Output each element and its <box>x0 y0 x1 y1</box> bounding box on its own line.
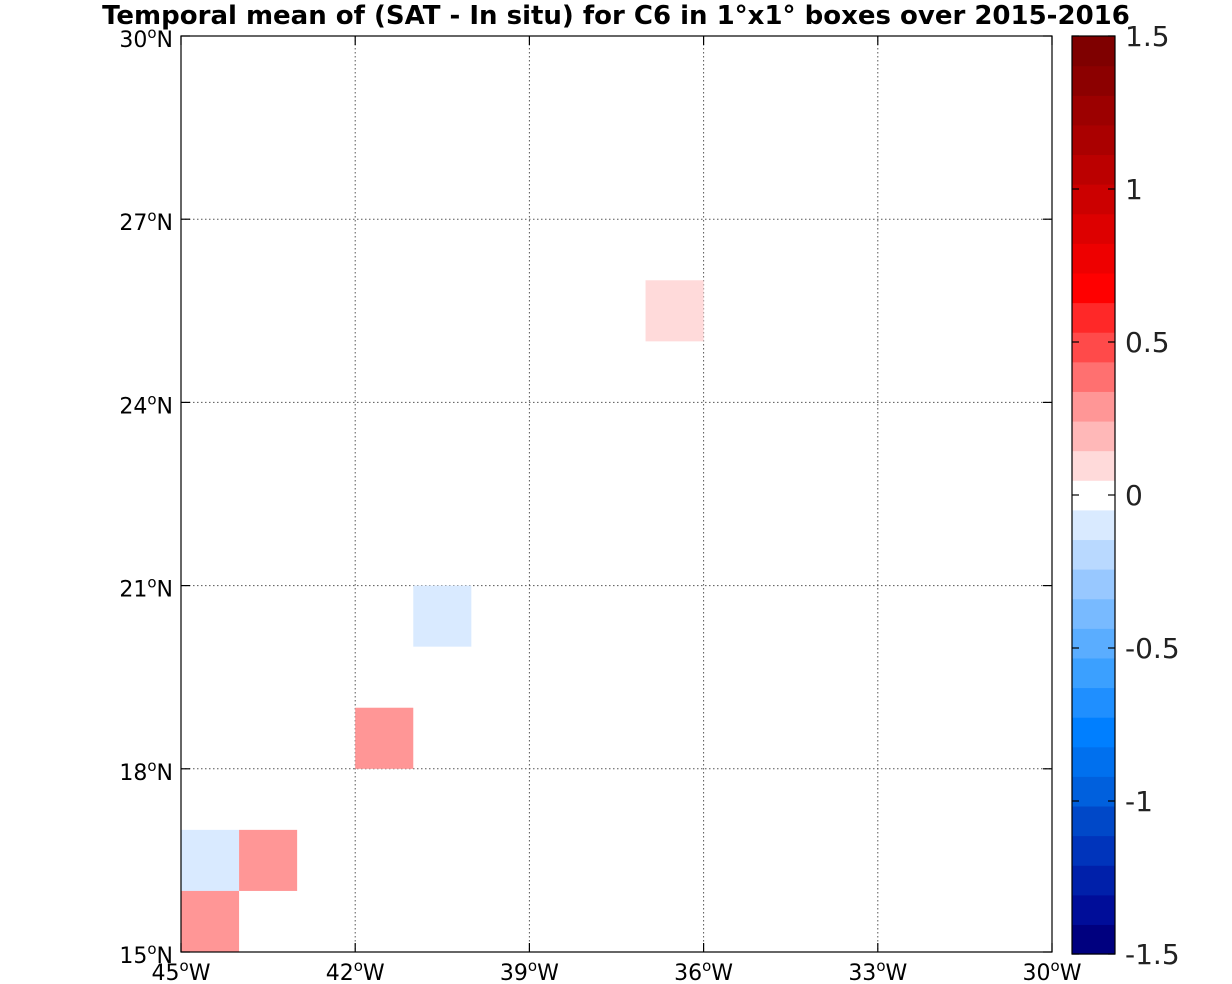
heatmap-cell <box>181 890 240 952</box>
y-tick-label: 18oN <box>119 757 173 786</box>
x-tick-label: 33oW <box>848 957 907 984</box>
colorbar-segment <box>1072 272 1115 304</box>
x-tick-label: 39oW <box>500 957 559 984</box>
colorbar-segment <box>1072 539 1115 570</box>
colorbar-segment <box>1072 687 1115 718</box>
axes-frame <box>180 35 1053 953</box>
colorbar-tick-label: -1 <box>1125 785 1153 818</box>
colorbar-segment <box>1072 657 1115 689</box>
x-tick-label: 36oW <box>674 957 733 984</box>
colorbar-segment <box>1072 717 1115 748</box>
colorbar-segment <box>1072 450 1115 481</box>
colorbar-segment <box>1072 243 1115 274</box>
grid-lines <box>181 36 1052 952</box>
colorbar-tick-label: 0.5 <box>1125 326 1170 359</box>
colorbar-segment <box>1072 391 1115 422</box>
y-tick-label: 24oN <box>119 390 173 419</box>
colorbar-segment <box>1072 332 1115 363</box>
y-tick-label: 15oN <box>119 940 173 969</box>
colorbar-segment <box>1072 894 1115 925</box>
colorbar-segment <box>1072 924 1115 955</box>
colorbar-segment <box>1072 65 1115 96</box>
colorbar-segment <box>1072 746 1115 777</box>
colorbar-segment <box>1072 628 1115 659</box>
heatmap-cell <box>181 829 240 891</box>
x-tick-labels: 45oW 42oW 39oW 36oW 33oW 30oW <box>152 957 1082 984</box>
colorbar-tick-label: 1.5 <box>1125 20 1170 53</box>
colorbar-tick-label: -0.5 <box>1125 632 1180 665</box>
x-tick-label: 45oW <box>152 957 211 984</box>
chart-title: Temporal mean of (SAT - In situ) for C6 … <box>102 1 1130 31</box>
x-tick-label: 42oW <box>326 957 385 984</box>
colorbar-segment <box>1072 865 1115 896</box>
y-tick-labels: 15oN 18oN 21oN 24oN 27oN 30oN <box>119 24 173 969</box>
y-tick-label: 27oN <box>119 207 173 236</box>
plot-frame <box>180 35 1053 953</box>
colorbar-segment <box>1072 509 1115 541</box>
y-tick-label: 30oN <box>119 24 173 53</box>
colorbar-segment <box>1072 420 1115 452</box>
colorbar-segment <box>1072 124 1115 156</box>
colorbar-tick-label: -1.5 <box>1125 938 1180 971</box>
heatmap-cell <box>355 707 414 769</box>
colorbar-segment <box>1072 184 1115 215</box>
colorbar-segment <box>1072 302 1115 333</box>
colorbar-segment <box>1072 776 1115 807</box>
colorbar-segment <box>1072 361 1115 392</box>
heatmap-cell <box>645 280 704 342</box>
colorbar-segment <box>1072 805 1115 837</box>
colorbar-segment <box>1072 569 1115 600</box>
y-tick-label: 21oN <box>119 574 173 603</box>
colorbar-segment <box>1072 95 1115 126</box>
colorbar-segment <box>1072 213 1115 244</box>
colorbar: 1.5 1 0.5 0 -0.5 -1 -1.5 <box>1071 20 1180 971</box>
colorbar-tick-label: 0 <box>1125 479 1143 512</box>
colorbar-segment <box>1072 598 1115 629</box>
x-tick-label: 30oW <box>1023 957 1082 984</box>
data-cells <box>181 280 704 952</box>
heatmap-cell <box>239 829 298 891</box>
colorbar-segment <box>1072 835 1115 866</box>
colorbar-segment <box>1072 36 1115 67</box>
heatmap-cell <box>413 585 472 647</box>
colorbar-segment <box>1072 154 1115 185</box>
colorbar-tick-label: 1 <box>1125 173 1143 206</box>
colorbar-segment <box>1072 480 1115 511</box>
